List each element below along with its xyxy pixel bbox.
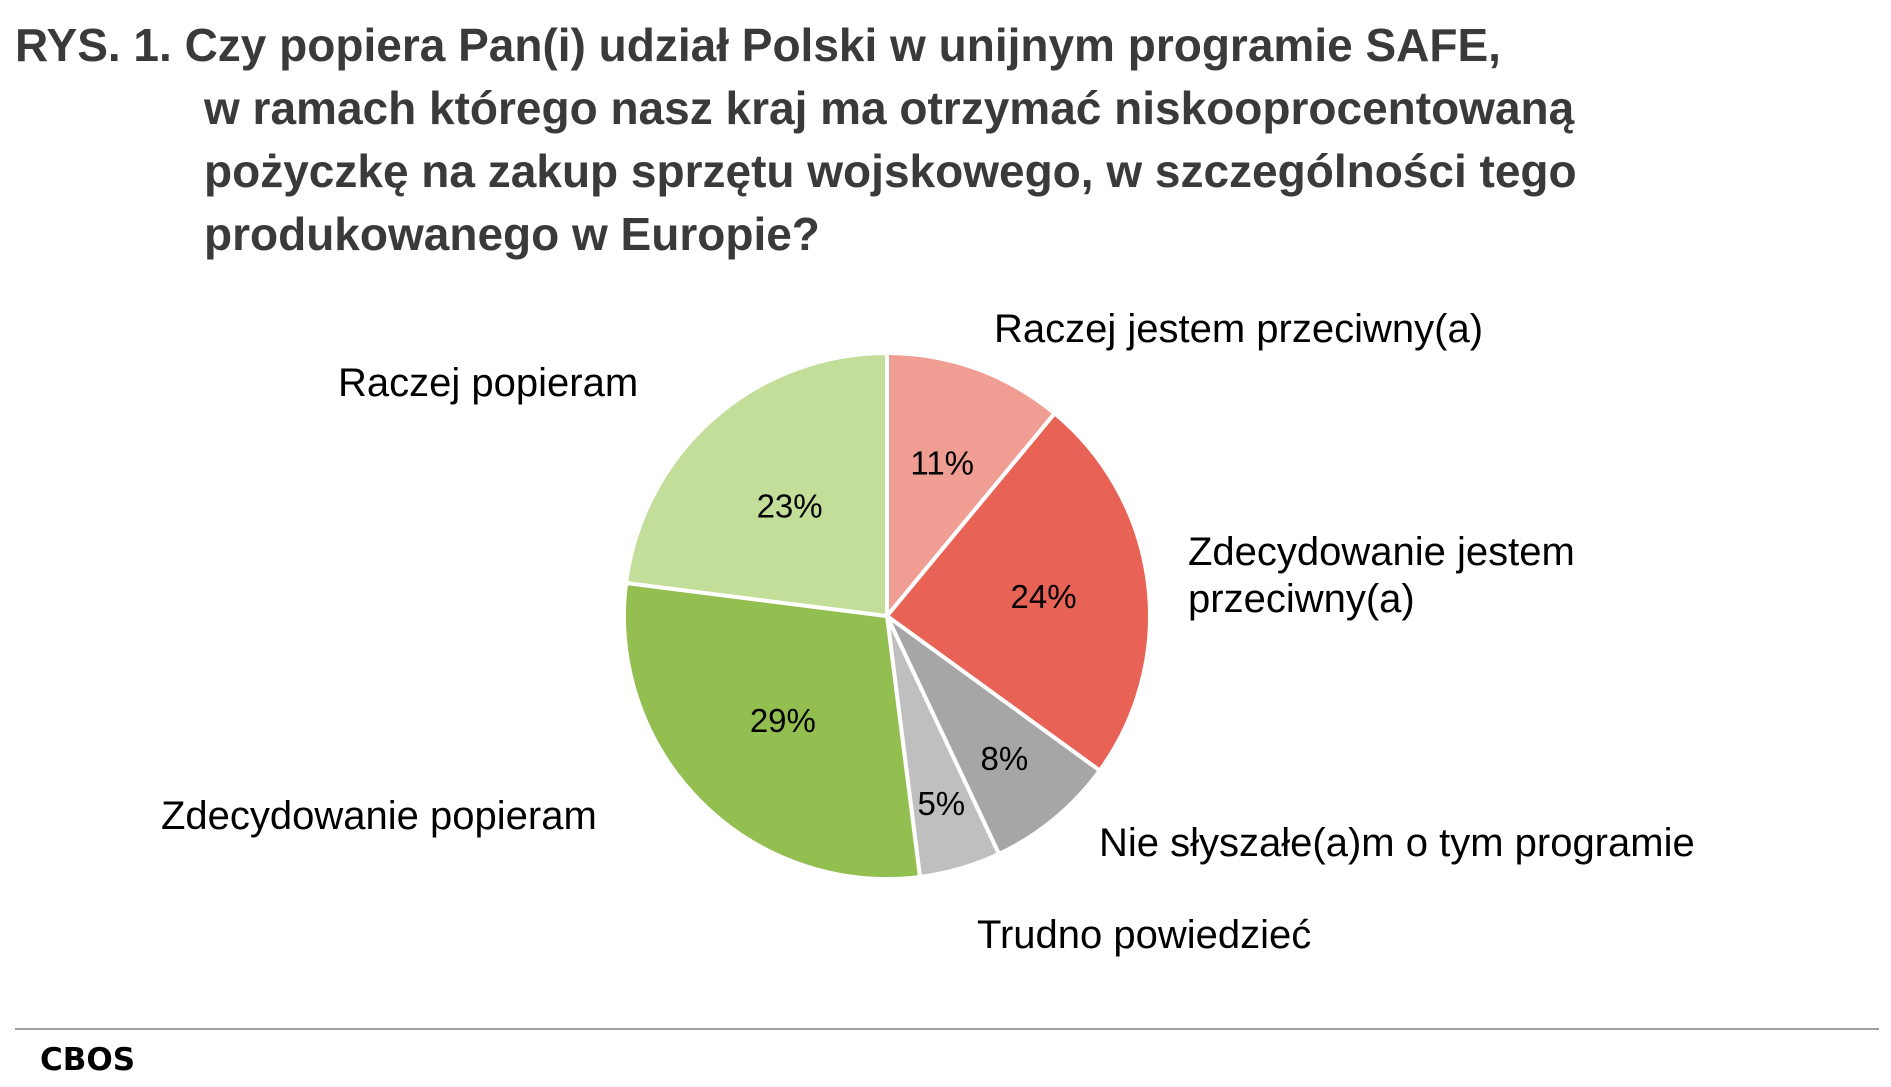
- pie-slice-6: [624, 351, 889, 618]
- slice-category-label: Zdecydowanie popieram: [161, 794, 597, 838]
- slice-value-label: 23%: [757, 488, 823, 525]
- title-line-2: w ramach którego nasz kraj ma otrzymać n…: [204, 82, 1575, 134]
- title-line-1: RYS. 1. Czy popiera Pan(i) udział Polski…: [15, 19, 1501, 71]
- slice-value-label: 29%: [750, 702, 816, 739]
- slice-value-label: 11%: [910, 445, 974, 482]
- slice-value-label: 8%: [980, 740, 1028, 777]
- footer-divider: [15, 1028, 1879, 1030]
- title-line-3: pożyczkę na zakup sprzętu wojskowego, w …: [204, 145, 1577, 197]
- pie-slice-3: [885, 614, 1102, 856]
- pie-slice-1: [885, 351, 1057, 618]
- title-line-4: produkowanego w Europie?: [204, 208, 820, 260]
- slice-category-label: Raczej popieram: [338, 361, 638, 405]
- pie-slice-2: [885, 411, 1152, 773]
- slice-value-label: 5%: [917, 785, 965, 822]
- slice-category-label: Raczej jestem przeciwny(a): [994, 307, 1483, 351]
- cbos-logo: CBOS: [40, 1042, 136, 1078]
- chart-title: RYS. 1. Czy popiera Pan(i) udział Polski…: [15, 14, 1577, 266]
- pie-slice-5: [622, 581, 922, 881]
- slice-category-label: Zdecydowanie jestem przeciwny(a): [1188, 530, 1575, 621]
- slice-value-label: 24%: [1011, 578, 1077, 615]
- slice-category-label: Trudno powiedzieć: [977, 913, 1311, 957]
- slice-category-label: Nie słyszałe(a)m o tym programie: [1099, 821, 1695, 865]
